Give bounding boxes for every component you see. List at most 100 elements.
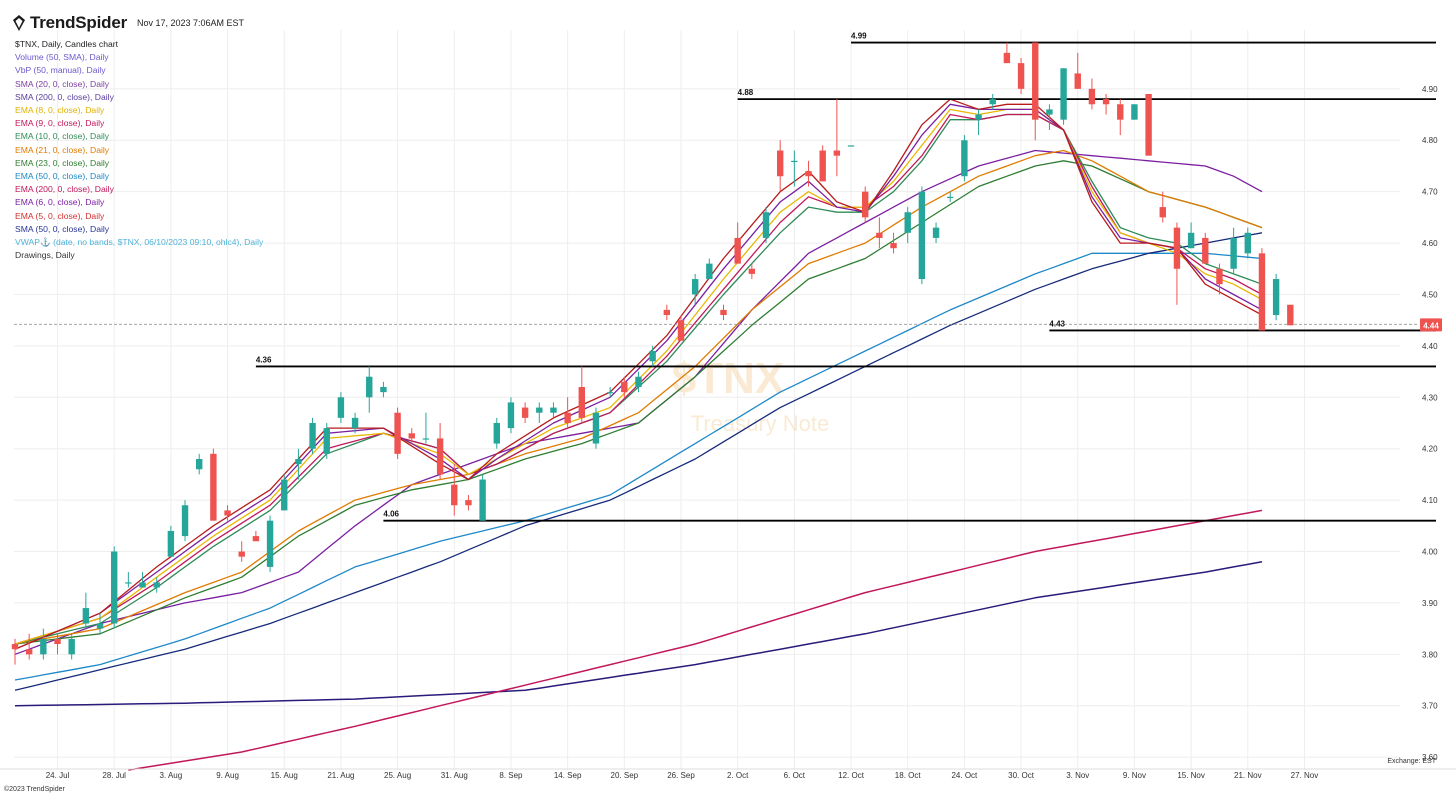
chart-axes: 3.60 3.70 3.80 3.90 4.00 4.10 4.20 4.30 4.40 4.50… xyxy=(0,85,1456,780)
candle xyxy=(1230,227,1237,274)
candle-body xyxy=(918,191,926,280)
candle xyxy=(762,207,770,244)
candle xyxy=(536,402,543,423)
candle xyxy=(11,638,19,665)
legend-item[interactable]: SMA (20, 0, close), Daily xyxy=(15,78,110,89)
level-label: 4.36 xyxy=(256,355,272,364)
candle-body xyxy=(507,402,515,429)
candle xyxy=(961,135,968,182)
candle xyxy=(422,412,430,444)
candle-body xyxy=(521,407,529,418)
x-tick-label: 26. Sep xyxy=(667,771,695,780)
candle xyxy=(1088,78,1096,110)
legend-item[interactable]: EMA (5, 0, close), Daily xyxy=(15,210,105,221)
legend-item[interactable]: EMA (50, 0, close), Daily xyxy=(15,171,110,182)
horizontal-levels[interactable]: 4.99 4.88 4.36 4.06 4.43 xyxy=(14,32,1436,522)
candle-body xyxy=(394,412,401,454)
indicator-legend: $TNX, Daily, Candles chart Volume (50, S… xyxy=(15,38,263,262)
candle-body xyxy=(947,196,954,198)
candle xyxy=(125,572,132,588)
x-tick-label: 21. Aug xyxy=(327,771,354,780)
candle xyxy=(1159,191,1166,223)
level-label: 4.99 xyxy=(851,32,867,41)
x-tick-label: 31. Aug xyxy=(441,771,468,780)
candle xyxy=(1272,273,1280,321)
candle-body xyxy=(1173,227,1181,269)
legend-item[interactable]: Drawings, Daily xyxy=(15,250,75,261)
candle xyxy=(1258,248,1266,331)
candle-body xyxy=(181,505,189,537)
legend-item[interactable]: EMA (200, 0, close), Daily xyxy=(15,184,114,195)
candle-body xyxy=(762,212,770,238)
candle-body xyxy=(606,392,614,394)
y-tick-label: 4.40 xyxy=(1422,342,1438,351)
trendspider-logo-icon xyxy=(13,15,25,31)
candle-body xyxy=(82,608,90,624)
candle-body xyxy=(1017,63,1025,89)
candle-body xyxy=(479,479,486,521)
candle-body xyxy=(25,649,33,655)
candle-body xyxy=(975,114,982,120)
series-line xyxy=(14,561,1263,707)
candle-body xyxy=(96,623,104,629)
candle xyxy=(139,572,146,588)
candle xyxy=(281,474,288,511)
legend-item[interactable]: SMA (200, 0, close), Daily xyxy=(15,91,114,102)
candle xyxy=(904,207,911,244)
candle-body xyxy=(54,638,61,645)
legend-item[interactable]: EMA (9, 0, close), Daily xyxy=(15,118,105,129)
y-tick-label: 3.70 xyxy=(1422,702,1438,711)
legend-item[interactable]: EMA (21, 0, close), Daily xyxy=(15,144,110,155)
series-line xyxy=(14,98,1263,650)
candle-body xyxy=(281,479,288,511)
candle xyxy=(309,417,316,454)
legend-item[interactable]: EMA (23, 0, close), Daily xyxy=(15,157,110,168)
candle xyxy=(989,93,996,110)
candle-body xyxy=(1046,109,1053,115)
candle-body xyxy=(635,376,642,388)
legend-items: Volume (50, SMA), Daily VbP (50, manual),… xyxy=(15,51,263,262)
candle-body xyxy=(776,150,784,177)
candle-body xyxy=(238,551,245,557)
candle xyxy=(706,258,713,280)
x-tick-label: 9. Nov xyxy=(1123,771,1146,780)
candle xyxy=(96,613,104,634)
candle xyxy=(776,140,784,192)
legend-item[interactable]: EMA (8, 0, close), Daily xyxy=(15,105,105,116)
candle xyxy=(1187,222,1195,249)
y-tick-label: 4.10 xyxy=(1422,496,1438,505)
candle xyxy=(507,397,515,434)
legend-item[interactable]: EMA (6, 0, close), Daily xyxy=(15,197,105,208)
candle-body xyxy=(1272,279,1280,316)
x-tick-label: 6. Oct xyxy=(784,771,806,780)
candle xyxy=(323,422,330,459)
legend-item[interactable]: VWAP⚓ (date, no bands, $TNX, 06/10/2023 … xyxy=(15,237,264,248)
legend-item[interactable]: VbP (50, manual), Daily xyxy=(15,65,106,76)
candle-body xyxy=(876,232,883,238)
candle xyxy=(351,412,359,434)
candle xyxy=(833,99,841,177)
series-line xyxy=(14,232,1263,691)
candle xyxy=(436,422,444,480)
legend-item[interactable]: EMA (10, 0, close), Daily xyxy=(15,131,110,142)
candle-body xyxy=(550,407,557,413)
candle-body xyxy=(125,582,132,584)
candle-body xyxy=(436,438,444,475)
candle xyxy=(465,494,472,511)
legend-item[interactable]: SMA (50, 0, close), Daily xyxy=(15,223,110,234)
candle-body xyxy=(862,191,869,218)
candle-body xyxy=(110,551,118,624)
y-tick-label: 4.50 xyxy=(1422,290,1438,299)
candle xyxy=(295,448,302,480)
candle-body xyxy=(196,458,203,470)
candle xyxy=(791,150,798,187)
candle xyxy=(1145,93,1152,156)
candle xyxy=(1032,42,1039,141)
y-tick-label: 3.60 xyxy=(1422,753,1438,762)
candle-body xyxy=(536,407,543,413)
candle xyxy=(862,186,869,223)
candle-body xyxy=(1159,207,1166,218)
candle xyxy=(1074,52,1081,89)
legend-item[interactable]: Volume (50, SMA), Daily xyxy=(15,52,109,63)
